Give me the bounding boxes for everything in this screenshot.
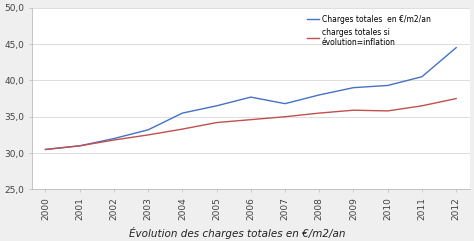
Text: Évolution des charges totales en €/m2/an: Évolution des charges totales en €/m2/an xyxy=(129,227,345,239)
Legend: Charges totales  en €/m2/an, charges totales si 
évolution=inflation: Charges totales en €/m2/an, charges tota… xyxy=(305,13,433,50)
